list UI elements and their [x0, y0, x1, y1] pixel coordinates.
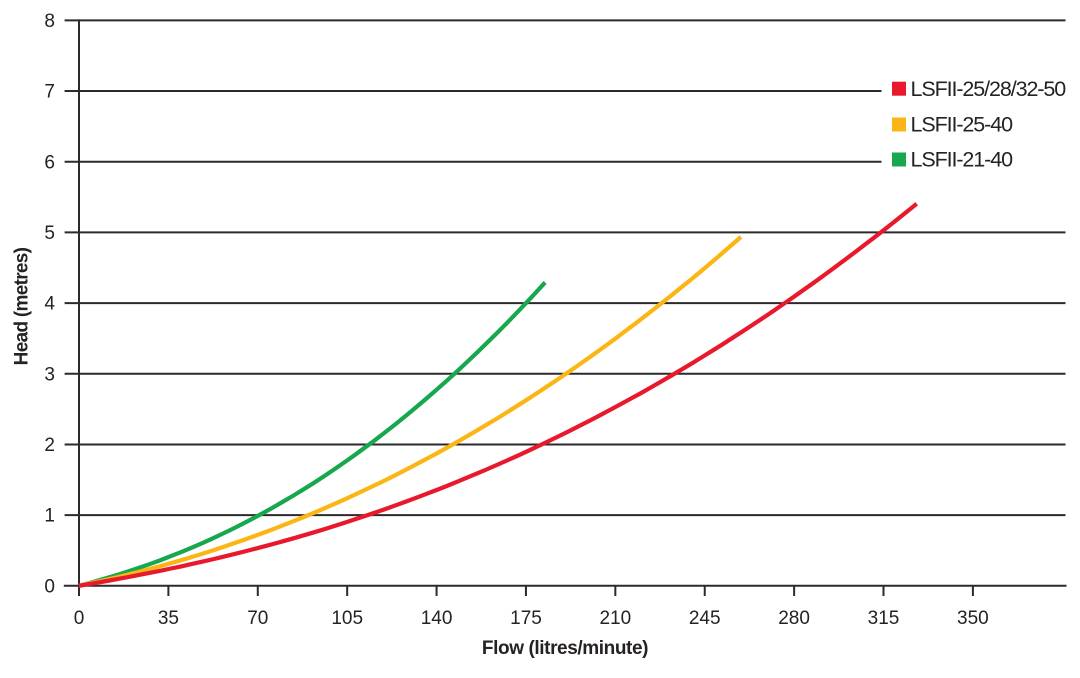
svg-text:210: 210 [599, 608, 631, 629]
svg-text:105: 105 [331, 608, 363, 629]
svg-text:7: 7 [44, 82, 55, 103]
svg-text:350: 350 [957, 608, 989, 629]
svg-text:280: 280 [778, 608, 810, 629]
svg-text:2: 2 [44, 435, 55, 456]
svg-text:0: 0 [44, 576, 55, 597]
svg-text:LSFII-25/28/32-50: LSFII-25/28/32-50 [911, 77, 1067, 101]
svg-text:0: 0 [74, 608, 85, 629]
svg-text:4: 4 [44, 294, 55, 315]
svg-text:140: 140 [421, 608, 453, 629]
svg-text:Flow (litres/minute): Flow (litres/minute) [482, 638, 648, 659]
svg-text:LSFII-25-40: LSFII-25-40 [911, 113, 1014, 137]
svg-text:6: 6 [44, 152, 55, 173]
svg-text:315: 315 [868, 608, 900, 629]
svg-text:175: 175 [510, 608, 542, 629]
svg-text:LSFII-21-40: LSFII-21-40 [911, 148, 1014, 172]
svg-text:Head (metres): Head (metres) [12, 247, 33, 365]
svg-text:245: 245 [689, 608, 721, 629]
svg-text:8: 8 [44, 11, 55, 32]
svg-text:35: 35 [158, 608, 179, 629]
svg-text:70: 70 [247, 608, 268, 629]
svg-text:3: 3 [44, 364, 55, 385]
svg-text:1: 1 [44, 506, 55, 527]
svg-text:5: 5 [44, 223, 55, 244]
